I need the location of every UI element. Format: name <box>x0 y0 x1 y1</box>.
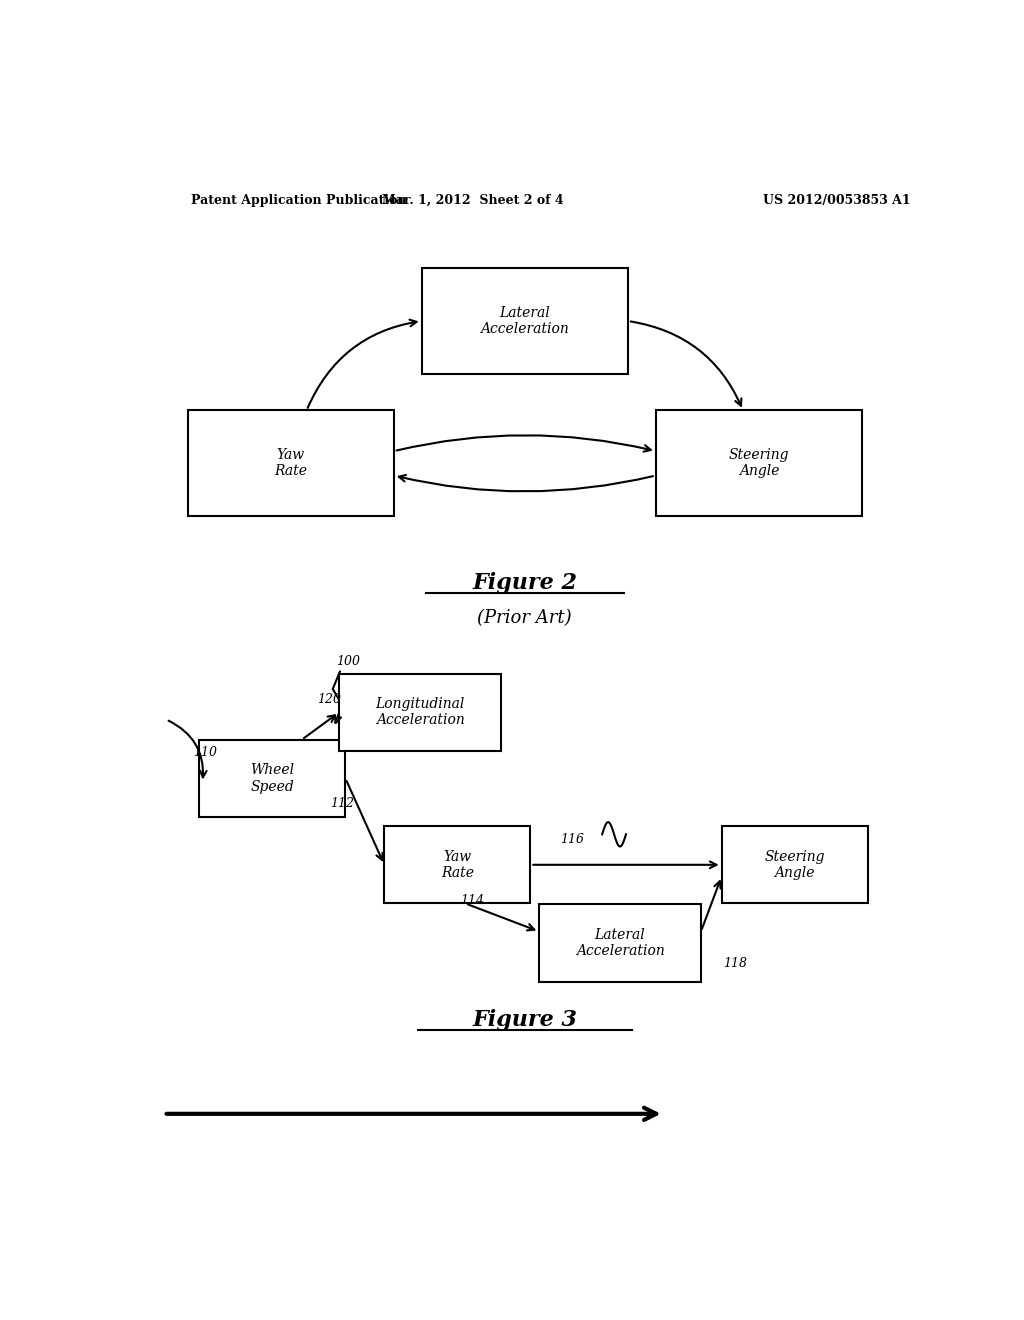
FancyBboxPatch shape <box>722 826 867 903</box>
Text: Longitudinal
Acceleration: Longitudinal Acceleration <box>376 697 465 727</box>
Text: Lateral
Acceleration: Lateral Acceleration <box>575 928 665 958</box>
Text: (Prior Art): (Prior Art) <box>477 609 572 627</box>
Text: 120: 120 <box>316 693 341 706</box>
Text: 110: 110 <box>194 747 217 759</box>
Text: Steering
Angle: Steering Angle <box>729 449 790 478</box>
FancyBboxPatch shape <box>384 826 530 903</box>
Text: Wheel
Speed: Wheel Speed <box>251 763 295 793</box>
FancyBboxPatch shape <box>187 411 394 516</box>
Text: 100: 100 <box>336 655 359 668</box>
Text: Patent Application Publication: Patent Application Publication <box>191 194 407 207</box>
Text: Figure 2: Figure 2 <box>472 573 578 594</box>
FancyBboxPatch shape <box>422 268 628 374</box>
Text: 114: 114 <box>460 894 483 907</box>
Text: Figure 3: Figure 3 <box>472 1010 578 1031</box>
Text: 116: 116 <box>560 833 585 846</box>
FancyBboxPatch shape <box>539 904 701 982</box>
Text: Lateral
Acceleration: Lateral Acceleration <box>480 306 569 337</box>
FancyBboxPatch shape <box>655 411 862 516</box>
Text: US 2012/0053853 A1: US 2012/0053853 A1 <box>763 194 910 207</box>
Text: Mar. 1, 2012  Sheet 2 of 4: Mar. 1, 2012 Sheet 2 of 4 <box>382 194 564 207</box>
FancyBboxPatch shape <box>200 739 345 817</box>
Text: Steering
Angle: Steering Angle <box>764 850 825 880</box>
Text: 118: 118 <box>723 957 748 970</box>
Text: 112: 112 <box>331 797 354 810</box>
FancyBboxPatch shape <box>339 673 501 751</box>
Text: Yaw
Rate: Yaw Rate <box>274 449 307 478</box>
Text: Yaw
Rate: Yaw Rate <box>441 850 474 880</box>
